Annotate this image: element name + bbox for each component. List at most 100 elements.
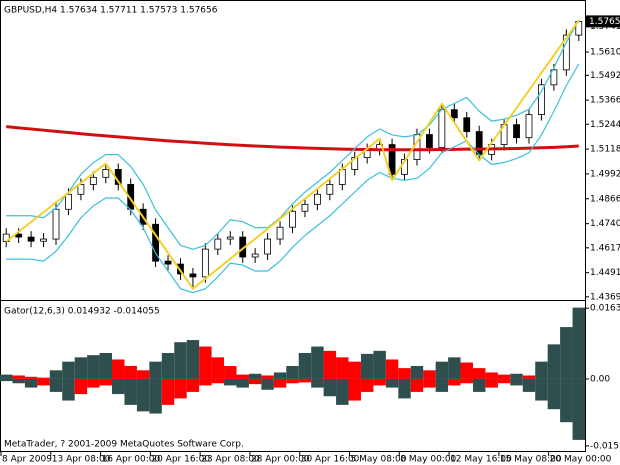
- x-tick-label: 5 May 08:00: [351, 455, 407, 465]
- gator-bar: [460, 362, 473, 379]
- candle-body: [538, 84, 545, 116]
- gator-bar: [236, 374, 249, 379]
- x-tick-label: 8 May 00:00: [400, 455, 456, 465]
- x-tick-label: 15 May 08:00: [500, 455, 562, 465]
- gator-bar: [435, 378, 449, 392]
- y-tick-label: 1.47400: [590, 219, 620, 229]
- gator-bar: [149, 378, 162, 414]
- candle-body: [251, 253, 259, 258]
- gator-bar: [535, 361, 548, 379]
- candle-body: [164, 260, 172, 265]
- plot-frame: [0, 0, 586, 452]
- y-tick-label: 1.51180: [590, 145, 620, 155]
- gator-bar: [522, 378, 536, 392]
- gator-bar: [74, 378, 88, 395]
- gator-bar: [497, 378, 511, 384]
- candle-body: [525, 114, 533, 139]
- candle-body: [313, 193, 321, 205]
- candle-body: [264, 238, 272, 255]
- x-tick-label: 20 May 00:00: [550, 455, 612, 465]
- gator-bar: [149, 361, 162, 379]
- gator-bar: [311, 378, 324, 388]
- candle-body: [65, 193, 72, 210]
- gator-bar: [199, 346, 212, 379]
- candle-body: [77, 184, 85, 195]
- candle-body: [52, 208, 60, 240]
- candle-body: [177, 263, 184, 275]
- gator-bar: [460, 378, 473, 384]
- gator-bar: [560, 327, 573, 379]
- gator-bar: [497, 374, 511, 379]
- gator-bar: [448, 357, 461, 379]
- gator-bar: [348, 378, 361, 401]
- gator-bar: [174, 378, 187, 399]
- gator-bar: [336, 378, 349, 405]
- gator-bar: [99, 353, 113, 379]
- gator-bar: [236, 378, 249, 388]
- indicator-line: [6, 20, 580, 250]
- gator-bar: [435, 361, 449, 379]
- gator-bar: [485, 372, 498, 379]
- gator-bar: [385, 359, 399, 379]
- candle-body: [189, 273, 197, 278]
- gator-bar: [211, 378, 225, 384]
- gator-bar: [373, 350, 386, 379]
- gator-bar: [248, 378, 262, 385]
- gator-bar: [124, 378, 137, 405]
- x-tick-label: 28 Apr 00:00: [251, 455, 310, 465]
- footer: MetaTrader, ? 2001-2009 MetaQuotes Softw…: [4, 440, 244, 450]
- y-tick-label: 0.016381: [590, 304, 620, 314]
- gator-bar: [186, 378, 200, 392]
- candle-body: [152, 223, 159, 262]
- x-tick-label: 16 Apr 00:00: [102, 455, 161, 465]
- gator-bar: [136, 378, 150, 412]
- gator-bar: [112, 378, 125, 395]
- gator-bar: [37, 377, 50, 379]
- gator-bar: [161, 378, 175, 405]
- gator-bar: [360, 353, 374, 379]
- gator-bar: [37, 378, 50, 386]
- indicator-line: [5, 19, 580, 290]
- gator-bar: [224, 378, 237, 386]
- gator-bar: [298, 378, 312, 383]
- candle-body: [450, 109, 458, 119]
- gator-bar: [0, 378, 13, 382]
- x-tick-label: 20 Apr 16:00: [151, 455, 210, 465]
- gator-bar: [510, 378, 523, 386]
- gator-bar: [572, 307, 585, 379]
- gator-bar: [535, 378, 548, 401]
- gator-bar: [423, 370, 436, 379]
- gator-bar: [273, 378, 287, 388]
- indicator-line: [6, 125, 579, 152]
- gator-bar: [174, 342, 187, 379]
- y-tick-label: -0.01550: [590, 441, 620, 451]
- gator-bar: [12, 375, 25, 379]
- candle-body: [40, 238, 47, 242]
- y-tick-label: 1.48660: [590, 194, 620, 204]
- candle-body: [301, 203, 309, 212]
- x-tick-label: 12 May 16:00: [450, 455, 512, 465]
- chart-title: GBPUSD,H4 1.57634 1.57711 1.57573 1.5765…: [4, 6, 218, 16]
- gator-bar: [410, 378, 424, 392]
- y-tick-label: 1.54925: [590, 71, 620, 81]
- gator-bar: [323, 350, 337, 379]
- candle-body: [214, 238, 222, 250]
- candle-body: [27, 236, 35, 242]
- current-price-label: 1.57656: [589, 17, 620, 27]
- gator-bar: [62, 361, 75, 379]
- gator-bar: [560, 378, 573, 423]
- candle-body: [475, 131, 483, 155]
- candle-body: [89, 176, 97, 185]
- candle-body: [276, 226, 284, 240]
- gator-bar: [398, 378, 411, 399]
- gator-bar: [510, 373, 523, 379]
- gator-bar: [398, 368, 411, 379]
- current-price-box: [586, 15, 620, 28]
- gator-bar: [360, 378, 374, 392]
- gator-bar: [49, 370, 63, 379]
- gator-bar: [385, 378, 399, 388]
- gator-bar: [224, 365, 237, 379]
- gator-bar: [298, 353, 312, 379]
